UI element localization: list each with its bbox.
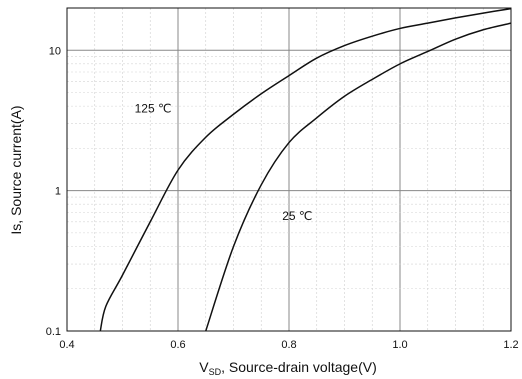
y-axis-label: Is, Source current(A)	[8, 105, 24, 234]
annotations: 125 ℃ 25 ℃	[135, 102, 313, 223]
plot-frame	[66, 7, 512, 332]
x-tick-labels: 0.4 0.6 0.8 1.0 1.2	[59, 339, 518, 351]
x-axis-label-main: V	[199, 359, 209, 375]
y-tick-label: 10	[49, 45, 61, 57]
x-tick-label: 0.6	[170, 339, 185, 351]
y-tick-label: 0.1	[46, 326, 61, 338]
series-line-1	[205, 22, 512, 332]
x-axis-label: VSD, Source-drain voltage(V)	[199, 359, 377, 377]
curves	[99, 7, 512, 332]
x-tick-label: 1.2	[503, 339, 518, 351]
series-annotation: 125 ℃	[135, 102, 172, 116]
series-annotation: 25 ℃	[282, 209, 312, 223]
y-tick-label: 1	[55, 186, 61, 198]
x-axis-label-rest: , Source-drain voltage(V)	[221, 359, 377, 375]
grid	[66, 7, 512, 332]
x-tick-label: 0.8	[281, 339, 296, 351]
x-axis-label-sub: SD	[209, 367, 222, 377]
x-tick-label: 1.0	[392, 339, 407, 351]
y-tick-labels: 0.1 1 10	[46, 45, 61, 338]
x-tick-label: 0.4	[59, 339, 74, 351]
series-line-0	[99, 7, 512, 332]
